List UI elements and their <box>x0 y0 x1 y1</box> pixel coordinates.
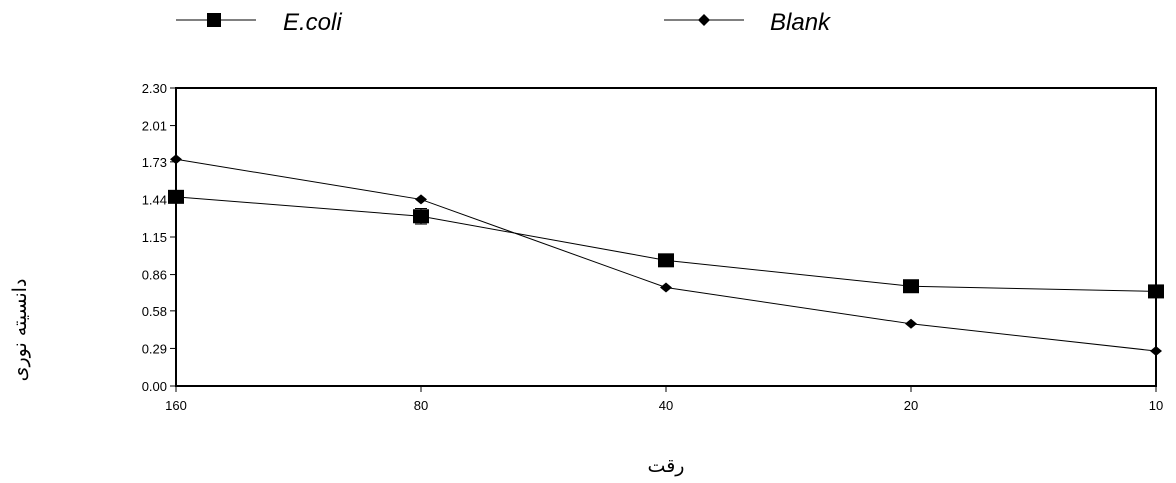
series-layer <box>168 154 1164 357</box>
y-tick-label-7: 2.01 <box>142 119 167 134</box>
y-tick-label-3: 0.86 <box>142 268 167 283</box>
plot-area <box>175 87 1157 387</box>
point-blank-2 <box>660 282 672 293</box>
legend-item-blank: Blank <box>664 9 832 36</box>
point-blank-4 <box>1150 346 1162 357</box>
y-tick-label-4: 1.15 <box>142 230 167 245</box>
point-e-coli-0 <box>168 189 184 204</box>
point-blank-3 <box>905 318 917 329</box>
point-e-coli-3 <box>903 279 919 294</box>
y-tick-label-1: 0.29 <box>142 341 167 356</box>
point-e-coli-2 <box>658 253 674 268</box>
x-tick-label-1: 80 <box>414 398 428 413</box>
y-axis: 0.00 0.29 0.58 0.86 1.15 1.44 1.73 2.01 2.30 <box>142 81 176 394</box>
legend: E.coli Blank <box>176 9 832 36</box>
y-tick-label-2: 0.58 <box>142 304 167 319</box>
legend-label-blank: Blank <box>770 9 832 36</box>
y-tick-label-5: 1.44 <box>142 192 167 207</box>
point-e-coli-1 <box>413 209 429 224</box>
legend-label-ecoli: E.coli <box>283 9 342 36</box>
y-tick-label-0: 0.00 <box>142 379 167 394</box>
y-tick-label-8: 2.30 <box>142 81 167 96</box>
y-tick-label-6: 1.73 <box>142 155 167 170</box>
x-axis: 160 80 40 20 10 <box>165 386 1163 413</box>
series-line-e-coli <box>175 196 1157 292</box>
legend-item-ecoli: E.coli <box>176 9 342 36</box>
y-axis-label: دانسیته نوری <box>9 279 31 382</box>
x-tick-label-2: 40 <box>659 398 673 413</box>
x-tick-label-4: 10 <box>1149 398 1163 413</box>
x-tick-label-3: 20 <box>904 398 918 413</box>
point-blank-1 <box>415 194 427 205</box>
x-tick-label-0: 160 <box>165 398 187 413</box>
point-e-coli-4 <box>1148 284 1164 299</box>
point-blank-0 <box>170 154 182 165</box>
x-axis-label: رقت <box>648 455 685 477</box>
